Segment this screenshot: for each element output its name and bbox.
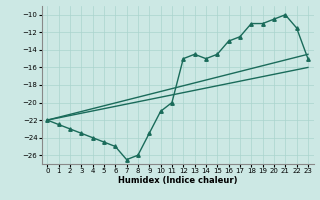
X-axis label: Humidex (Indice chaleur): Humidex (Indice chaleur) [118, 176, 237, 185]
